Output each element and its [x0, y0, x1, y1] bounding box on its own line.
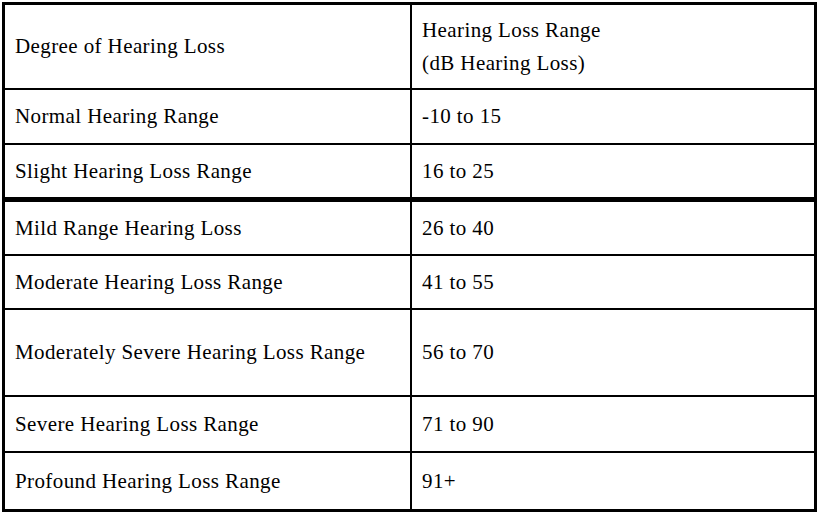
range-value: -10 to 15 — [422, 100, 501, 133]
degree-label: Severe Hearing Loss Range — [15, 408, 259, 441]
range-cell-moderate: 41 to 55 — [412, 256, 814, 310]
degree-cell-moderately-severe: Moderately Severe Hearing Loss Range — [5, 310, 412, 397]
range-cell-normal: -10 to 15 — [412, 90, 814, 145]
degree-cell-normal: Normal Hearing Range — [5, 90, 412, 145]
hearing-loss-table: Degree of Hearing Loss Hearing Loss Rang… — [2, 2, 817, 512]
degree-cell-severe: Severe Hearing Loss Range — [5, 397, 412, 453]
range-cell-moderately-severe: 56 to 70 — [412, 310, 814, 397]
range-value: 91+ — [422, 465, 456, 498]
degree-cell-mild: Mild Range Hearing Loss — [5, 202, 412, 256]
degree-label: Slight Hearing Loss Range — [15, 155, 252, 188]
header-degree-label: Degree of Hearing Loss — [15, 30, 225, 63]
degree-cell-slight: Slight Hearing Loss Range — [5, 145, 412, 202]
range-value: 56 to 70 — [422, 336, 494, 369]
range-cell-severe: 71 to 90 — [412, 397, 814, 453]
header-range-cell: Hearing Loss Range (dB Hearing Loss) — [412, 5, 814, 90]
degree-label: Profound Hearing Loss Range — [15, 465, 281, 498]
range-cell-profound: 91+ — [412, 453, 814, 509]
header-range-label: Hearing Loss Range (dB Hearing Loss) — [422, 14, 601, 80]
range-value: 16 to 25 — [422, 155, 494, 188]
degree-cell-profound: Profound Hearing Loss Range — [5, 453, 412, 509]
range-value: 71 to 90 — [422, 408, 494, 441]
degree-cell-moderate: Moderate Hearing Loss Range — [5, 256, 412, 310]
range-value: 41 to 55 — [422, 266, 494, 299]
range-cell-mild: 26 to 40 — [412, 202, 814, 256]
range-value: 26 to 40 — [422, 212, 494, 245]
header-degree-cell: Degree of Hearing Loss — [5, 5, 412, 90]
degree-label: Moderate Hearing Loss Range — [15, 266, 283, 299]
degree-label: Mild Range Hearing Loss — [15, 212, 242, 245]
degree-label: Moderately Severe Hearing Loss Range — [15, 336, 365, 369]
range-cell-slight: 16 to 25 — [412, 145, 814, 202]
degree-label: Normal Hearing Range — [15, 100, 219, 133]
